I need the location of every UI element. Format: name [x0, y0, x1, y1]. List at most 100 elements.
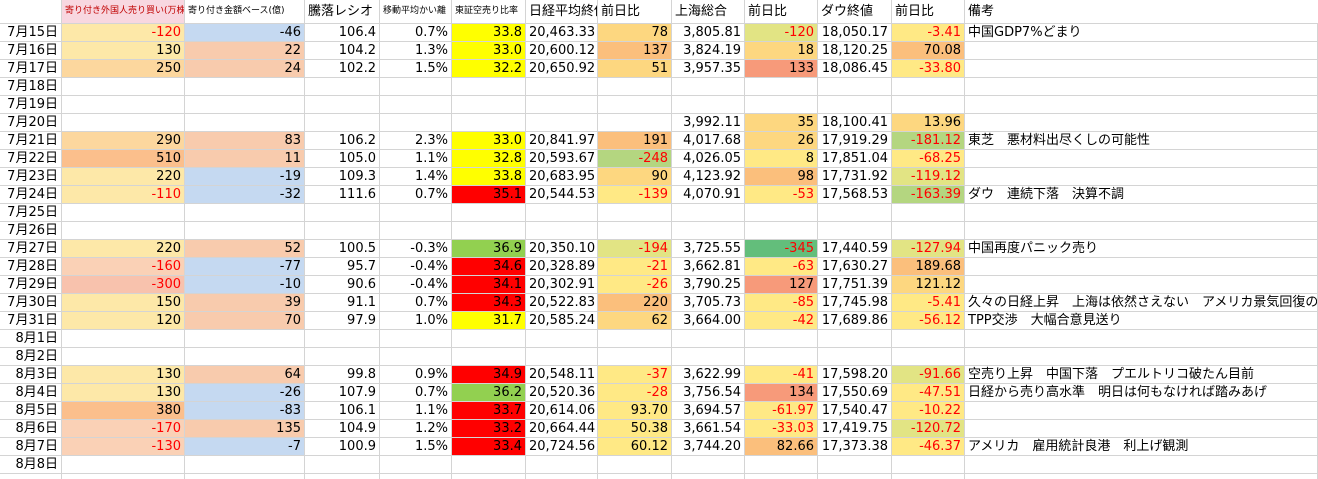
- value-cell: [598, 456, 672, 474]
- value-cell: [526, 330, 598, 348]
- value-cell: 1.5%: [380, 60, 452, 78]
- date-cell: 8月1日: [0, 330, 62, 348]
- value-cell: [892, 96, 965, 114]
- value-cell: 34.3: [452, 294, 526, 312]
- value-cell: 1.3%: [380, 42, 452, 60]
- value-cell: -28: [598, 384, 672, 402]
- value-cell: 510: [62, 150, 185, 168]
- value-cell: 64: [185, 366, 305, 384]
- value-cell: 20,463.33: [526, 24, 598, 42]
- value-cell: [745, 330, 818, 348]
- value-cell: 33.8: [452, 168, 526, 186]
- empty-cell: [62, 474, 185, 479]
- value-cell: 51: [598, 60, 672, 78]
- remark-cell: [965, 222, 1318, 240]
- value-cell: [526, 78, 598, 96]
- value-cell: 189.68: [892, 258, 965, 276]
- value-cell: [892, 204, 965, 222]
- value-cell: 17,919.29: [818, 132, 892, 150]
- value-cell: -19: [185, 168, 305, 186]
- value-cell: -46.37: [892, 438, 965, 456]
- value-cell: 106.2: [305, 132, 380, 150]
- value-cell: [526, 456, 598, 474]
- value-cell: 127: [745, 276, 818, 294]
- value-cell: 20,350.10: [526, 240, 598, 258]
- value-cell: 20,614.06: [526, 402, 598, 420]
- value-cell: -47.51: [892, 384, 965, 402]
- value-cell: [185, 222, 305, 240]
- date-cell: 8月8日: [0, 456, 62, 474]
- value-cell: 102.2: [305, 60, 380, 78]
- value-cell: 34.9: [452, 366, 526, 384]
- value-cell: [305, 330, 380, 348]
- value-cell: 2.3%: [380, 132, 452, 150]
- remark-cell: [965, 456, 1318, 474]
- date-cell: 7月25日: [0, 204, 62, 222]
- value-cell: [62, 204, 185, 222]
- value-cell: [185, 204, 305, 222]
- value-cell: -160: [62, 258, 185, 276]
- value-cell: 3,622.99: [672, 366, 745, 384]
- value-cell: 0.9%: [380, 366, 452, 384]
- value-cell: 17,550.69: [818, 384, 892, 402]
- remark-cell: [965, 402, 1318, 420]
- value-cell: [892, 348, 965, 366]
- value-cell: 32.8: [452, 150, 526, 168]
- value-cell: 3,957.35: [672, 60, 745, 78]
- empty-cell: [672, 474, 745, 479]
- value-cell: 17,540.47: [818, 402, 892, 420]
- value-cell: -77: [185, 258, 305, 276]
- value-cell: [62, 348, 185, 366]
- remark-cell: [965, 204, 1318, 222]
- header-cell: [0, 0, 62, 24]
- value-cell: 34.6: [452, 258, 526, 276]
- value-cell: [380, 96, 452, 114]
- value-cell: 4,070.91: [672, 186, 745, 204]
- column-header: 備考: [965, 0, 1318, 24]
- value-cell: 3,790.25: [672, 276, 745, 294]
- value-cell: [452, 96, 526, 114]
- value-cell: 3,725.55: [672, 240, 745, 258]
- value-cell: 82.66: [745, 438, 818, 456]
- date-cell: 7月27日: [0, 240, 62, 258]
- date-cell: 7月17日: [0, 60, 62, 78]
- date-cell: 7月20日: [0, 114, 62, 132]
- value-cell: [185, 456, 305, 474]
- value-cell: -120: [745, 24, 818, 42]
- value-cell: [380, 78, 452, 96]
- value-cell: [672, 222, 745, 240]
- value-cell: 0.7%: [380, 384, 452, 402]
- value-cell: 13.96: [892, 114, 965, 132]
- value-cell: 97.9: [305, 312, 380, 330]
- date-cell: 7月28日: [0, 258, 62, 276]
- value-cell: [818, 222, 892, 240]
- value-cell: [305, 96, 380, 114]
- value-cell: 20,724.56: [526, 438, 598, 456]
- value-cell: [598, 222, 672, 240]
- value-cell: [62, 330, 185, 348]
- value-cell: 220: [62, 168, 185, 186]
- value-cell: [185, 114, 305, 132]
- value-cell: [818, 204, 892, 222]
- value-cell: [62, 78, 185, 96]
- date-cell: 7月23日: [0, 168, 62, 186]
- value-cell: -170: [62, 420, 185, 438]
- value-cell: 36.9: [452, 240, 526, 258]
- value-cell: 22: [185, 42, 305, 60]
- empty-cell: [380, 474, 452, 479]
- value-cell: 78: [598, 24, 672, 42]
- value-cell: 52: [185, 240, 305, 258]
- empty-cell: [526, 474, 598, 479]
- value-cell: -37: [598, 366, 672, 384]
- value-cell: -63: [745, 258, 818, 276]
- remark-cell: [965, 42, 1318, 60]
- value-cell: 3,756.54: [672, 384, 745, 402]
- value-cell: 33.7: [452, 402, 526, 420]
- remark-cell: [965, 114, 1318, 132]
- value-cell: [62, 456, 185, 474]
- value-cell: [892, 456, 965, 474]
- value-cell: [380, 114, 452, 132]
- value-cell: [598, 96, 672, 114]
- value-cell: -85: [745, 294, 818, 312]
- value-cell: 250: [62, 60, 185, 78]
